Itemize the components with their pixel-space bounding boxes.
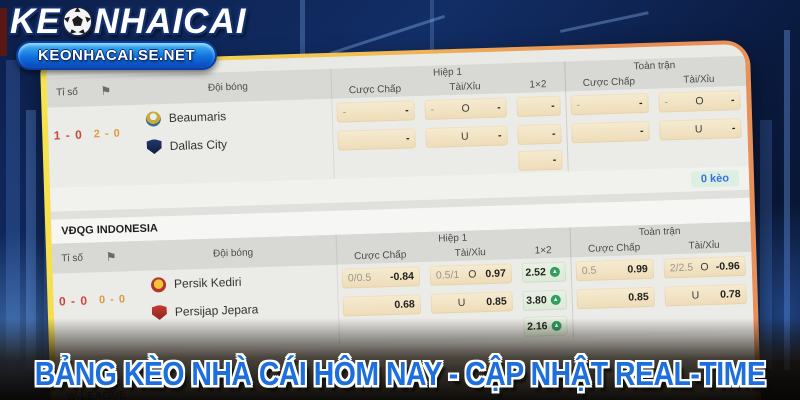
corner-flag-icon: ⚑ xyxy=(100,83,112,99)
h1-under-odds[interactable]: U- xyxy=(425,125,508,148)
h1-1x2-away-odds[interactable]: 3.80 ▲ xyxy=(522,289,568,311)
away-team[interactable]: Dallas City xyxy=(126,127,333,161)
h1-over-odds[interactable]: -O- xyxy=(424,97,507,120)
odds-up-icon: ▲ xyxy=(549,266,561,278)
ft-under-odds[interactable]: U 0.78 xyxy=(664,283,747,307)
beaumaris-crest-icon xyxy=(145,110,162,127)
odds-up-icon: ▲ xyxy=(550,294,561,306)
site-logo: KE NHAICAI xyxy=(10,2,247,41)
h1-handicap-home-odds[interactable]: 0/0.5 -0.84 xyxy=(341,266,421,289)
h1-1x2-away-odds[interactable]: - xyxy=(517,123,562,146)
ft-handicap-home-odds[interactable]: 0.5 0.99 xyxy=(575,258,655,282)
column-1x2: 1×2 xyxy=(534,244,552,257)
ft-handicap-away-odds[interactable]: 0.85 xyxy=(576,286,655,310)
site-url-badge: KEONHACAI.SE.NET xyxy=(16,41,218,70)
h1-under-odds[interactable]: U 0.85 xyxy=(430,291,514,314)
ft-over-odds[interactable]: 2/2.5 O -0.96 xyxy=(663,255,747,279)
home-team-name: Persik Kediri xyxy=(173,274,242,291)
soccer-ball-icon xyxy=(61,6,93,37)
dallas-city-crest-icon xyxy=(146,139,161,154)
ft-under-odds[interactable]: U- xyxy=(659,118,742,141)
away-team-name: Dallas City xyxy=(169,137,228,153)
h1-1x2-home-odds[interactable]: - xyxy=(516,95,561,118)
h1-handicap-home-odds[interactable]: -- xyxy=(336,100,416,123)
h1-1x2-home-odds[interactable]: 2.52 ▲ xyxy=(521,261,567,283)
column-1x2: 1×2 xyxy=(529,78,547,91)
persik-kediri-crest-icon xyxy=(150,276,167,293)
column-score: Tỉ số xyxy=(55,86,78,99)
corner-flag-icon: ⚑ xyxy=(105,249,117,265)
ft-over-odds[interactable]: -O- xyxy=(658,90,741,113)
promo-banner-title: BẢNG KÈO NHÀ CÁI HÔM NAY - CẬP NHẬT REAL… xyxy=(34,356,766,394)
column-score: Tỉ số xyxy=(61,252,84,264)
match-corners: 2 - 0 xyxy=(93,127,121,141)
h1-1x2-draw-odds[interactable]: - xyxy=(518,149,563,172)
h1-over-odds[interactable]: 0.5/1 O 0.97 xyxy=(429,263,513,286)
match-score: 1 - 0 xyxy=(53,127,84,143)
more-odds-link[interactable]: 0 kèo xyxy=(690,170,740,188)
ft-handicap-away-odds[interactable]: - xyxy=(571,120,650,144)
home-team-name: Beaumaris xyxy=(168,109,227,125)
h1-handicap-away-odds[interactable]: - xyxy=(337,128,416,151)
bottom-fade-overlay xyxy=(0,318,800,400)
ft-handicap-home-odds[interactable]: -- xyxy=(570,92,649,116)
h1-handicap-away-odds[interactable]: 0.68 xyxy=(342,294,422,317)
away-team-name: Persijap Jepara xyxy=(174,302,259,319)
